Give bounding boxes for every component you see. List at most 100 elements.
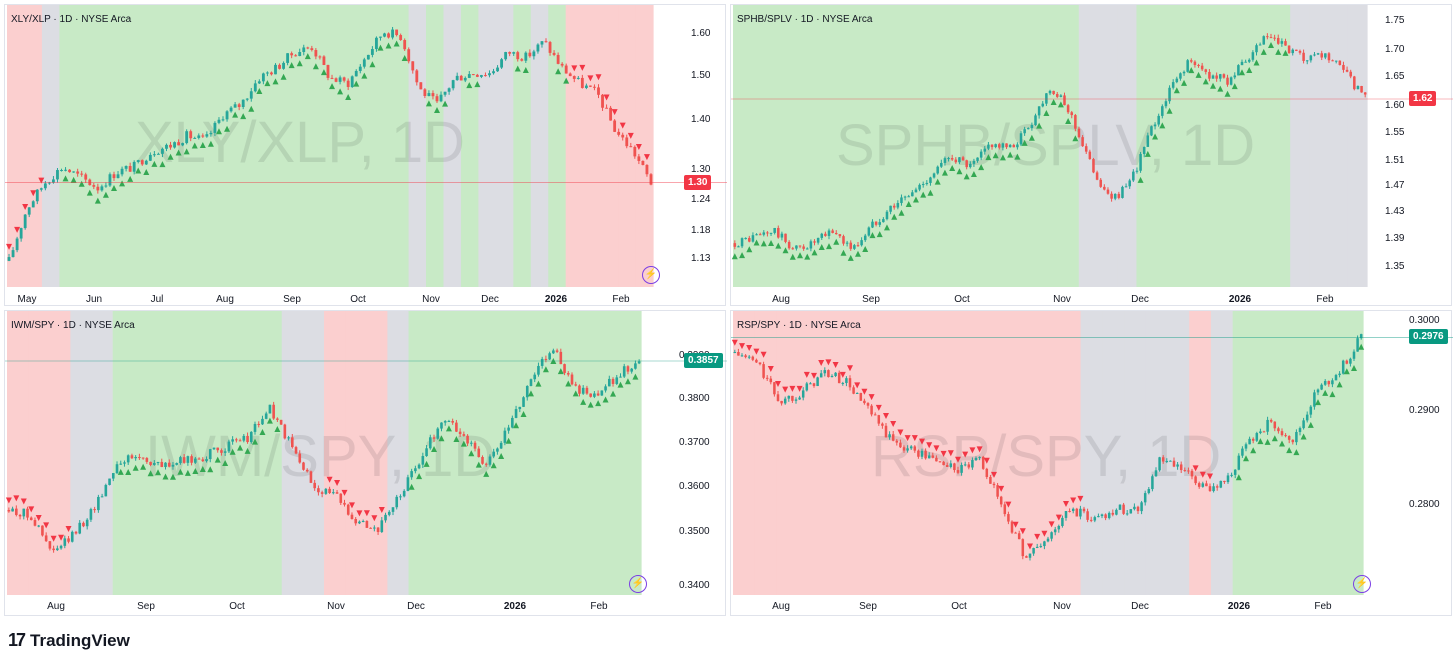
candle [358,66,362,71]
candle [1172,460,1176,467]
candle [1039,546,1043,548]
lightning-icon[interactable]: ⚡ [1353,575,1371,593]
candle [1169,460,1172,462]
regime-zone [867,5,888,287]
symbol-legend[interactable]: XLY/XLP · 1D · NYSE Arca [11,14,132,25]
symbol-legend[interactable]: RSP/SPY · 1D · NYSE Arca [737,320,861,331]
date-axis-label: Jul [151,294,164,305]
candle [156,461,160,464]
candle [909,446,913,449]
candle [1208,486,1212,492]
candle [607,378,611,387]
signal-triangle-up [1224,90,1231,97]
candle [780,400,783,404]
candle [942,461,945,466]
candle [1132,171,1135,181]
candle [1146,135,1150,147]
regime-zone [302,311,325,595]
chart-panel-rsp-spy[interactable]: RSP/SPY, 1D 0.3000 0.2900 0.2800 Aug Sep Oct No… [730,310,1453,616]
symbol-legend[interactable]: IWM/SPY · 1D · NYSE Arca [11,320,135,331]
chart-panel-sphb-splv[interactable]: SPHB/SPLV, 1D 1.75 1.70 1.65 1.60 1.55 1.51 1.4… [730,4,1453,306]
candle [529,379,533,386]
signal-triangle-up [1351,364,1357,371]
candle [907,196,910,198]
candle [126,455,130,463]
candle [194,458,197,463]
date-axis-label: Sep [862,294,880,305]
candle [932,173,936,178]
regime-zone [181,5,200,287]
candle [1255,45,1258,53]
candle [570,374,574,385]
signal-triangle-up [460,440,467,447]
regime-zone [1037,311,1060,595]
candle [537,365,540,375]
candle [59,545,63,549]
candle [1352,351,1356,359]
candle [175,463,178,465]
candle [960,464,963,473]
candle [564,65,568,74]
candle [1255,433,1259,441]
candle [733,243,737,247]
symbol-legend[interactable]: SPHB/SPLV · 1D · NYSE Arca [737,14,873,25]
candle [963,464,967,466]
candle [492,71,495,74]
signal-triangle-up [1072,135,1079,142]
candle [1323,381,1327,385]
candle [885,211,889,220]
candle [1248,438,1251,445]
candle [242,435,246,441]
lightning-icon[interactable]: ⚡ [629,575,647,593]
signal-triangle-up [304,53,311,60]
tradingview-logo[interactable]: 17 TradingView [8,630,130,651]
signal-triangle-up [191,142,198,149]
candle [120,168,124,175]
regime-zone [1058,311,1082,595]
signal-triangle-up [891,213,898,220]
regime-zone [1136,5,1157,287]
chart-panel-xly-xlp[interactable]: XLY/XLP, 1D 1.60 1.50 1.40 1.30 1.24 1.18 1.13 M… [4,4,727,306]
candle [827,370,830,378]
candle [574,384,578,386]
signal-triangle-up [557,368,564,375]
watermark-text: XLY/XLP, 1D [135,110,465,175]
candle [31,201,35,208]
candle [318,56,322,58]
candle [47,182,51,184]
candle [294,55,298,57]
signal-triangle-up [70,176,77,183]
signal-triangle-up [854,250,861,257]
date-axis-label: May [18,294,37,305]
signal-triangle-down [1027,543,1033,550]
signal-triangle-up [1043,109,1050,116]
signal-triangle-up [110,184,117,191]
candle [1223,480,1226,483]
candle [1324,53,1327,58]
candle [777,227,780,238]
candle [751,235,755,242]
candle [1079,508,1082,517]
candle [320,492,324,494]
candle [428,437,432,449]
candle [974,457,978,461]
signal-triangle-up [266,417,273,424]
candle [518,406,522,410]
signal-triangle-up [1286,447,1293,454]
signal-triangle-down [1041,530,1048,537]
date-axis-label: Dec [1131,601,1149,612]
candle [141,457,145,459]
regime-zone [1155,5,1176,287]
candle [947,158,950,160]
regime-zone [619,311,642,595]
chart-panel-iwm-spy[interactable]: IWM/SPY, 1D0.39000.38000.37000.36000.350… [4,310,727,616]
candle [1021,539,1025,557]
regime-zone [450,311,473,595]
candle [354,70,358,77]
signal-triangle-up [520,411,527,418]
signal-triangle-up [804,253,811,260]
candle [976,157,979,161]
candle [48,541,52,549]
lightning-icon[interactable]: ⚡ [642,266,660,284]
regime-zone [408,5,427,287]
